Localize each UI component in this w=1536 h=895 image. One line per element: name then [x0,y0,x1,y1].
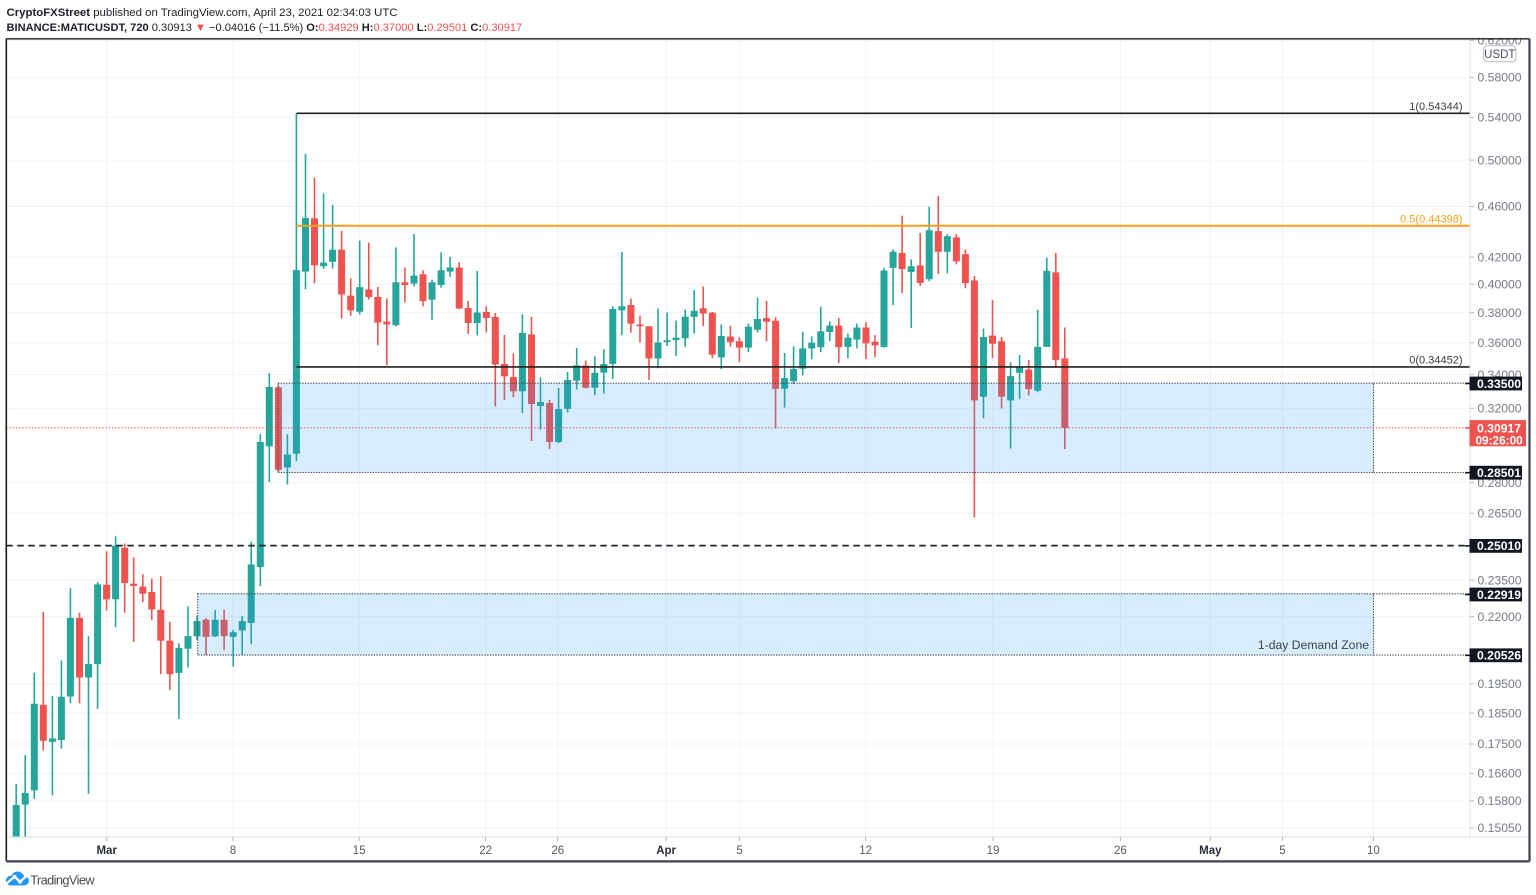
svg-text:0.50000: 0.50000 [1478,153,1522,167]
svg-text:0.32000: 0.32000 [1478,402,1522,416]
svg-text:1-day Demand Zone: 1-day Demand Zone [1258,638,1369,652]
svg-text:0.15800: 0.15800 [1478,794,1522,808]
svg-text:May: May [1199,845,1222,857]
svg-text:USDT: USDT [1484,49,1515,61]
svg-text:0.28501: 0.28501 [1477,466,1521,480]
svg-text:Apr: Apr [656,845,676,857]
svg-text:0.33500: 0.33500 [1477,377,1521,391]
svg-text:TradingView: TradingView [30,872,95,887]
svg-text:0.36000: 0.36000 [1478,336,1522,350]
svg-text:5: 5 [736,845,742,857]
svg-text:CryptoFXStreet published on Tr: CryptoFXStreet published on TradingView.… [7,7,398,19]
svg-text:15: 15 [353,845,366,857]
svg-text:10: 10 [1367,845,1380,857]
svg-text:0.25010: 0.25010 [1477,539,1521,553]
svg-text:0.46000: 0.46000 [1478,200,1522,214]
svg-text:12: 12 [859,845,872,857]
svg-text:5: 5 [1279,845,1285,857]
svg-text:0.42000: 0.42000 [1478,250,1522,264]
svg-text:BINANCE:MATICUSDT, 720 0.30913: BINANCE:MATICUSDT, 720 0.30913 ▼ −0.0401… [7,22,523,34]
svg-text:0.38000: 0.38000 [1478,306,1522,320]
svg-text:0.19500: 0.19500 [1478,677,1522,691]
svg-text:8: 8 [230,845,236,857]
svg-text:0.22000: 0.22000 [1478,610,1522,624]
svg-text:0.20526: 0.20526 [1477,649,1521,663]
svg-text:0.18500: 0.18500 [1478,706,1522,720]
svg-text:0.40000: 0.40000 [1478,277,1522,291]
svg-text:0.15050: 0.15050 [1478,821,1522,835]
svg-text:1(0.54344): 1(0.54344) [1409,101,1462,113]
svg-text:Mar: Mar [96,845,117,857]
svg-text:0.58000: 0.58000 [1478,71,1522,85]
svg-text:19: 19 [987,845,1000,857]
svg-text:26: 26 [551,845,564,857]
svg-text:0.17500: 0.17500 [1478,737,1522,751]
svg-text:0(0.34452): 0(0.34452) [1409,355,1462,367]
svg-text:0.16600: 0.16600 [1478,767,1522,781]
svg-text:09:26:00: 09:26:00 [1476,434,1524,448]
svg-text:0.30917: 0.30917 [1477,422,1521,436]
svg-text:0.23500: 0.23500 [1478,573,1522,587]
svg-text:26: 26 [1114,845,1127,857]
svg-text:0.22919: 0.22919 [1477,588,1521,602]
svg-text:0.54000: 0.54000 [1478,111,1522,125]
svg-text:22: 22 [479,845,492,857]
svg-text:0.5(0.44398): 0.5(0.44398) [1400,214,1462,226]
svg-text:0.26500: 0.26500 [1478,506,1522,520]
